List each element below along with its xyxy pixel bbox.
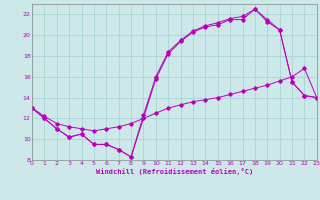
X-axis label: Windchill (Refroidissement éolien,°C): Windchill (Refroidissement éolien,°C) (96, 168, 253, 175)
